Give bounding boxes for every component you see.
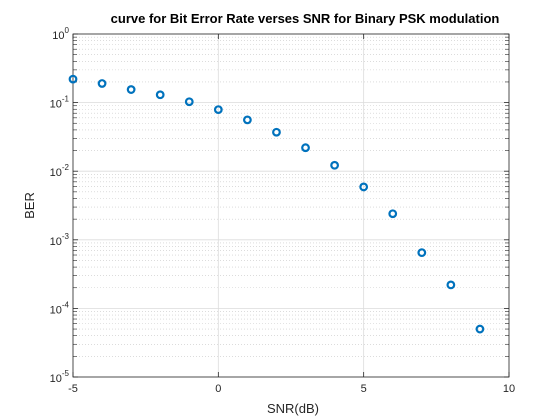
x-tick-label: 10 xyxy=(503,383,515,395)
data-point xyxy=(301,143,310,153)
y-tick-label: 100 xyxy=(52,26,69,42)
data-point xyxy=(68,74,78,84)
y-tick-label: 10-5 xyxy=(50,369,70,385)
y-tick-label: 10-2 xyxy=(50,163,70,179)
minor-grid xyxy=(73,36,509,357)
y-tick-labels: 10-5 10-4 10-3 10-2 10-1 100 xyxy=(50,26,70,385)
data-point xyxy=(417,248,427,258)
y-tick-label: 10-3 xyxy=(50,232,70,248)
data-point xyxy=(184,97,194,107)
plot-frame xyxy=(72,33,510,378)
axis-ticks xyxy=(72,33,510,378)
data-point xyxy=(242,115,252,125)
data-points xyxy=(68,74,485,334)
plot-area xyxy=(73,34,509,377)
data-point xyxy=(359,182,369,192)
x-axis-label: SNR(dB) xyxy=(267,401,319,416)
y-tick-label: 10-4 xyxy=(50,300,70,316)
data-point xyxy=(388,209,398,219)
data-point xyxy=(446,280,456,290)
data-point xyxy=(213,105,223,115)
x-tick-label: 0 xyxy=(215,383,221,395)
x-tick-label: -5 xyxy=(68,383,78,395)
data-point xyxy=(272,127,281,137)
x-tick-label: 5 xyxy=(361,383,367,395)
data-point xyxy=(155,90,165,100)
data-point xyxy=(475,324,485,334)
x-tick-labels: -5 0 5 10 xyxy=(68,383,515,395)
chart-title: curve for Bit Error Rate verses SNR for … xyxy=(111,11,500,26)
y-axis-label: BER xyxy=(22,192,37,219)
data-point xyxy=(126,85,136,94)
data-point xyxy=(330,160,340,170)
y-tick-label: 10-1 xyxy=(50,95,70,111)
data-point xyxy=(97,79,107,88)
